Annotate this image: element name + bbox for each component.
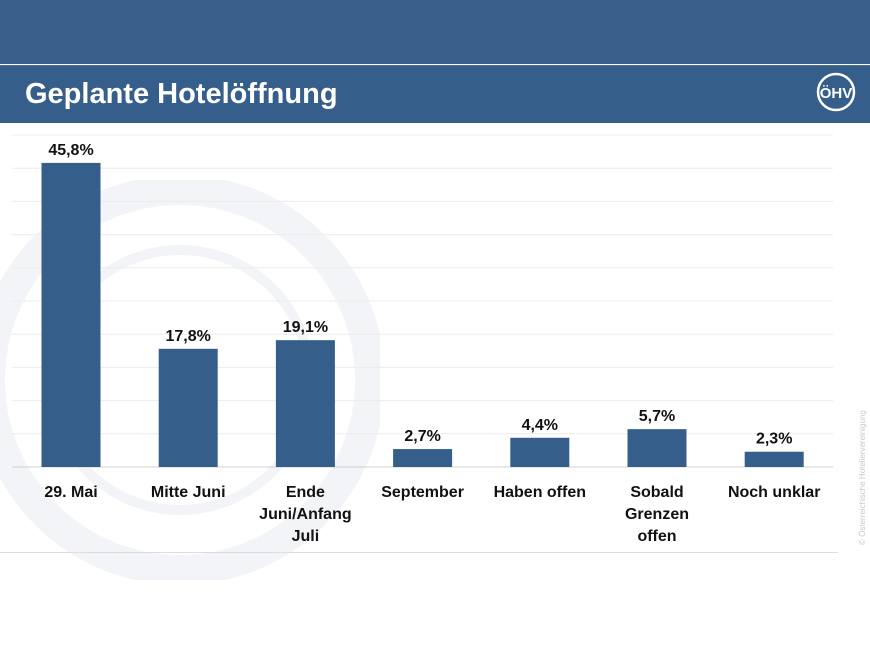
data-label: 17,8% bbox=[166, 328, 211, 345]
category-label-line: Grenzen bbox=[625, 506, 689, 523]
data-label: 19,1% bbox=[283, 319, 328, 336]
bar bbox=[393, 449, 453, 467]
svg-text:ÖHV: ÖHV bbox=[820, 85, 853, 102]
data-label: 4,4% bbox=[522, 417, 558, 434]
category-label: 29. Mai bbox=[44, 484, 97, 501]
category-label: Sobald Grenzen offen bbox=[625, 484, 689, 545]
bar-chart: 45,8% 17,8% 19,1% 2,7% 4,4% 5,7% 2,3% 29. Mai Mi… bbox=[12, 134, 833, 545]
bar bbox=[41, 162, 101, 467]
category-label-line: Noch unklar bbox=[728, 484, 820, 501]
category-label: Mitte Juni bbox=[151, 484, 226, 501]
category-label-line: September bbox=[381, 484, 464, 501]
bar bbox=[510, 437, 570, 467]
category-label-line: 29. Mai bbox=[44, 484, 97, 501]
category-label-line: Juli bbox=[292, 528, 320, 545]
category-label: Ende Juni/Anfang Juli bbox=[259, 484, 351, 545]
category-label-line: Haben offen bbox=[494, 484, 586, 501]
top-banner bbox=[0, 0, 870, 64]
category-label-line: Mitte Juni bbox=[151, 484, 226, 501]
category-label: Noch unklar bbox=[728, 484, 820, 501]
bar bbox=[627, 429, 687, 467]
ohv-logo-icon: ÖHV bbox=[816, 72, 856, 112]
bar bbox=[275, 340, 335, 467]
category-label-line: Sobald bbox=[630, 484, 683, 501]
data-label: 2,3% bbox=[756, 431, 792, 448]
bar bbox=[158, 348, 218, 467]
copyright-text: © Österreichische Hoteliervereinigung bbox=[858, 410, 867, 545]
data-label: 2,7% bbox=[404, 428, 440, 445]
page-title: Geplante Hotelöffnung bbox=[25, 78, 338, 110]
category-label-line: Juni/Anfang bbox=[259, 506, 351, 523]
data-label: 5,7% bbox=[639, 408, 675, 425]
category-label-line: Ende bbox=[286, 484, 325, 501]
category-label-line: offen bbox=[637, 528, 676, 545]
title-banner: Geplante Hotelöffnung bbox=[0, 65, 870, 123]
data-label: 45,8% bbox=[48, 142, 93, 159]
category-label: Haben offen bbox=[494, 484, 586, 501]
bar bbox=[744, 451, 804, 467]
category-label: September bbox=[381, 484, 464, 501]
divider bbox=[0, 552, 838, 553]
